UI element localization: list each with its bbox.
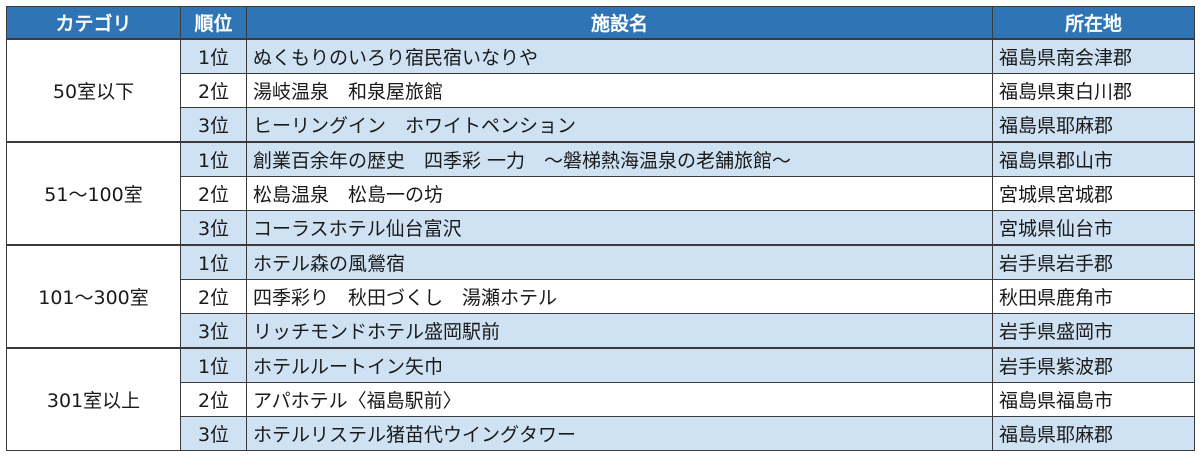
- location-cell: 福島県福島市: [992, 382, 1195, 417]
- rank-cell: 3位: [180, 416, 247, 451]
- facility-name-cell: リッチモンドホテル盛岡駅前: [246, 313, 993, 349]
- facility-name-cell: ぬくもりのいろり宿民宿いなりや: [246, 38, 993, 74]
- table-body: 50室以下 1位 ぬくもりのいろり宿民宿いなりや 福島県南会津郡 2位 湯岐温泉 和泉屋旅…: [6, 38, 1195, 451]
- table-row: 3位 ヒーリングイン ホワイトペンション 福島県耶麻郡: [7, 107, 1195, 143]
- table-row: 2位 四季彩り 秋田づくし 湯瀬ホテル 秋田県鹿角市: [7, 279, 1195, 314]
- facility-name-cell: ホテル森の風鶯宿: [246, 244, 993, 280]
- category-cell: 101～300室: [6, 244, 181, 349]
- location-cell: 岩手県盛岡市: [992, 313, 1195, 349]
- table-row: 2位 アパホテル〈福島駅前〉 福島県福島市: [7, 382, 1195, 417]
- location-cell: 福島県南会津郡: [992, 38, 1195, 74]
- category-cell: 50室以下: [6, 38, 181, 143]
- table-row: 3位 ホテルリステル猪苗代ウイングタワー 福島県耶麻郡: [7, 416, 1195, 451]
- header-rank: 順位: [180, 6, 247, 40]
- facility-name-cell: コーラスホテル仙台富沢: [246, 210, 993, 246]
- location-cell: 岩手県岩手郡: [992, 244, 1195, 280]
- table-row: 301室以上 1位 ホテルルートイン矢巾 岩手県紫波郡: [6, 347, 1195, 451]
- table-row: 3位 リッチモンドホテル盛岡駅前 岩手県盛岡市: [7, 313, 1195, 349]
- rank-cell: 1位: [180, 347, 247, 383]
- table-row: 3位 コーラスホテル仙台富沢 宮城県仙台市: [7, 210, 1195, 246]
- header-category: カテゴリ: [6, 6, 181, 40]
- rank-cell: 1位: [180, 141, 247, 177]
- location-cell: 岩手県紫波郡: [992, 347, 1195, 383]
- facility-name-cell: ホテルルートイン矢巾: [246, 347, 993, 383]
- category-cell: 301室以上: [6, 347, 181, 451]
- facility-name-cell: 松島温泉 松島一の坊: [246, 176, 993, 211]
- location-cell: 福島県東白川郡: [992, 73, 1195, 108]
- table-row: 51～100室 1位 創業百余年の歴史 四季彩 一力 ～磐梯熱海温泉の老舗旅館～ 福島…: [6, 141, 1195, 246]
- location-cell: 宮城県仙台市: [992, 210, 1195, 246]
- location-cell: 福島県耶麻郡: [992, 107, 1195, 143]
- location-cell: 福島県郡山市: [992, 141, 1195, 177]
- facility-name-cell: ホテルリステル猪苗代ウイングタワー: [246, 416, 993, 451]
- rank-cell: 1位: [180, 244, 247, 280]
- category-cell: 51～100室: [6, 141, 181, 246]
- rank-cell: 3位: [180, 107, 247, 143]
- rank-cell: 2位: [180, 279, 247, 314]
- facility-name-cell: 創業百余年の歴史 四季彩 一力 ～磐梯熱海温泉の老舗旅館～: [246, 141, 993, 177]
- rank-cell: 2位: [180, 382, 247, 417]
- table-row: 2位 松島温泉 松島一の坊 宮城県宮城郡: [7, 176, 1195, 211]
- table-row: 101～300室 1位 ホテル森の風鶯宿 岩手県岩手郡: [6, 244, 1195, 349]
- facility-name-cell: 四季彩り 秋田づくし 湯瀬ホテル: [246, 279, 993, 314]
- rank-cell: 3位: [180, 313, 247, 349]
- rank-cell: 2位: [180, 176, 247, 211]
- location-cell: 秋田県鹿角市: [992, 279, 1195, 314]
- header-facility: 施設名: [246, 6, 993, 40]
- facility-name-cell: ヒーリングイン ホワイトペンション: [246, 107, 993, 143]
- rank-cell: 1位: [180, 38, 247, 74]
- header-row: カテゴリ 順位 施設名 所在地: [6, 6, 1195, 40]
- location-cell: 宮城県宮城郡: [992, 176, 1195, 211]
- ranking-table: カテゴリ 順位 施設名 所在地 50室以下 1位 ぬくもりのいろり宿民宿いなりや 福島…: [6, 6, 1195, 451]
- rank-cell: 3位: [180, 210, 247, 246]
- table-row: 2位 湯岐温泉 和泉屋旅館 福島県東白川郡: [7, 73, 1195, 108]
- rank-cell: 2位: [180, 73, 247, 108]
- facility-name-cell: アパホテル〈福島駅前〉: [246, 382, 993, 417]
- table-header: カテゴリ 順位 施設名 所在地: [6, 6, 1195, 40]
- table-row: 50室以下 1位 ぬくもりのいろり宿民宿いなりや 福島県南会津郡: [6, 38, 1195, 143]
- facility-name-cell: 湯岐温泉 和泉屋旅館: [246, 73, 993, 108]
- location-cell: 福島県耶麻郡: [992, 416, 1195, 451]
- header-location: 所在地: [992, 6, 1195, 40]
